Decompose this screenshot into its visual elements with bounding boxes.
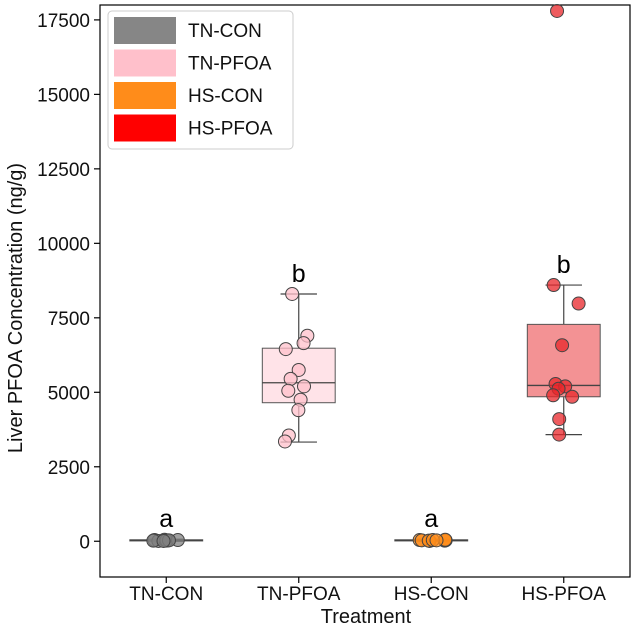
data-point — [429, 533, 444, 548]
data-point — [283, 371, 298, 386]
box-group-hs-con: a — [394, 505, 469, 548]
y-tick-label: 0 — [79, 532, 90, 553]
legend-label: HS-CON — [188, 86, 263, 107]
legend: TN-CON TN-PFOA HS-CON HS-PFOA — [107, 10, 294, 150]
plot-area: a b a b — [99, 3, 631, 578]
x-tick-label: TN-PFOA — [257, 584, 341, 605]
data-point — [552, 427, 567, 442]
legend-swatch — [114, 82, 176, 109]
legend-label: TN-PFOA — [188, 54, 272, 75]
data-point — [546, 278, 561, 293]
data-point — [278, 342, 293, 357]
y-tick-label: 15000 — [37, 85, 90, 106]
data-point — [156, 533, 171, 548]
data-point — [291, 362, 306, 377]
data-point — [565, 389, 580, 404]
legend-swatch — [114, 17, 176, 44]
data-point — [546, 388, 561, 403]
data-point — [555, 338, 570, 353]
x-axis: TN-CON TN-PFOA HS-CON HS-PFOA — [129, 577, 606, 605]
data-point — [571, 296, 586, 311]
y-tick-label: 10000 — [37, 234, 90, 255]
legend-swatch — [114, 49, 176, 77]
x-tick-label: TN-CON — [129, 584, 203, 605]
legend-label: TN-CON — [188, 21, 262, 42]
y-tick-label: 7500 — [48, 309, 90, 330]
data-point — [281, 383, 296, 398]
box-group-hs-pfoa: b — [526, 3, 601, 442]
box-group-tn-con: a — [129, 505, 204, 548]
x-tick-label: HS-PFOA — [522, 584, 607, 605]
data-point — [297, 379, 312, 394]
x-axis-title: Treatment — [321, 606, 412, 628]
y-tick-label: 17500 — [37, 11, 90, 32]
y-axis: 0 2500 5000 7500 10000 12500 15000 17500 — [37, 11, 100, 553]
y-tick-label: 2500 — [48, 458, 90, 479]
y-tick-label: 5000 — [48, 383, 90, 404]
significance-letter: b — [557, 251, 571, 279]
significance-letter: b — [292, 260, 306, 288]
x-tick-label: HS-CON — [394, 584, 469, 605]
legend-label: HS-PFOA — [188, 119, 273, 140]
y-axis-title: Liver PFOA Concentration (ng/g) — [5, 163, 27, 453]
significance-letter: a — [159, 505, 173, 533]
data-point — [296, 336, 311, 351]
data-point — [277, 434, 292, 449]
box-group-tn-pfoa: b — [261, 260, 336, 449]
data-point — [285, 286, 300, 301]
y-tick-label: 12500 — [37, 160, 90, 181]
plot-frame — [99, 4, 631, 578]
data-point — [552, 412, 567, 427]
legend-swatch — [114, 114, 176, 142]
data-point — [550, 3, 565, 18]
significance-letter: a — [424, 505, 438, 533]
data-point — [291, 403, 306, 418]
